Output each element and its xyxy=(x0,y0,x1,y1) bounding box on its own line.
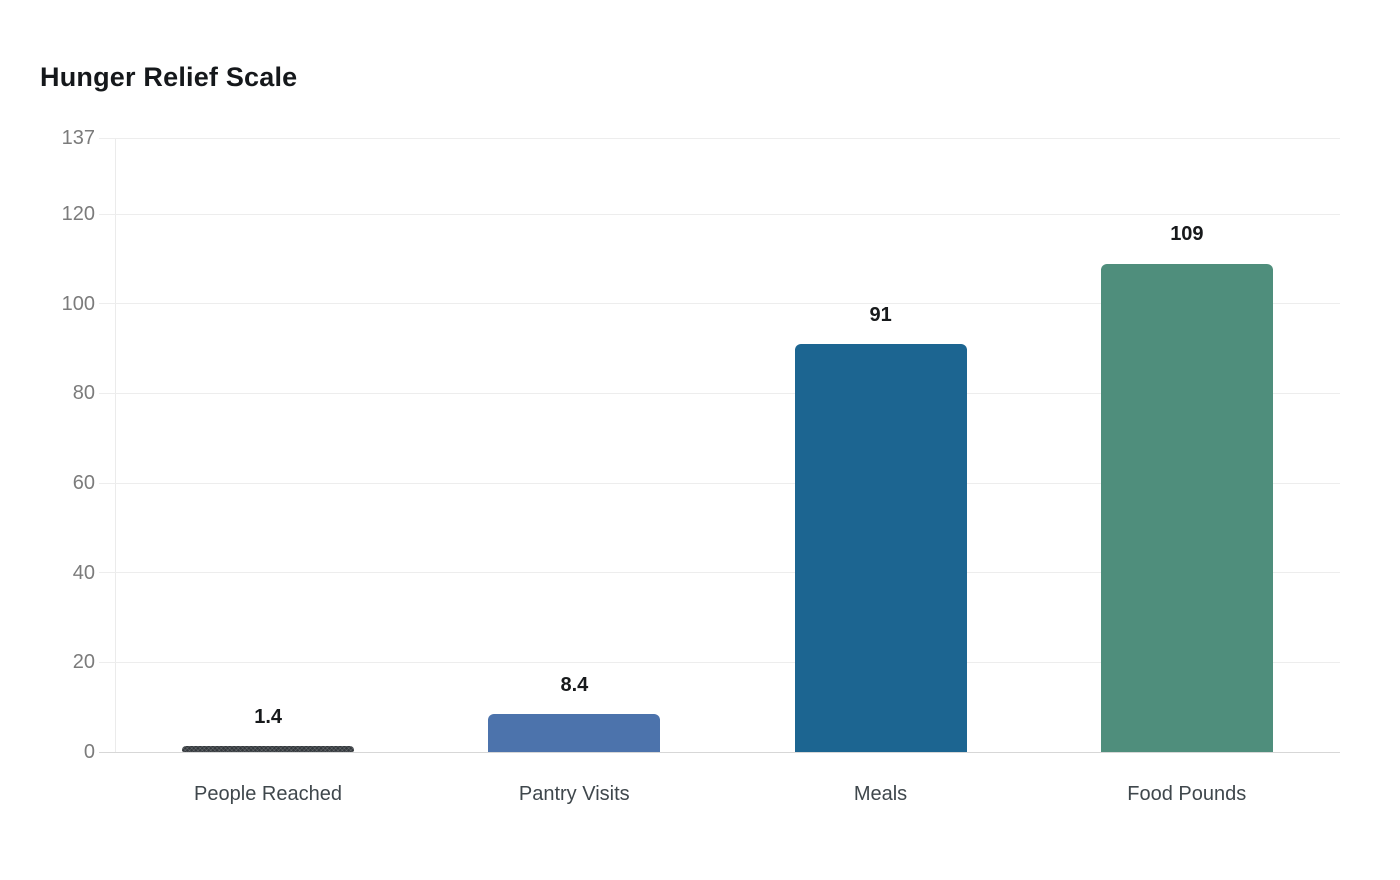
y-axis-tick-label: 60 xyxy=(72,472,95,495)
chart-title: Hunger Relief Scale xyxy=(40,62,298,92)
y-axis-tick-label: 120 xyxy=(61,203,95,226)
bar-value-label: 1.4 xyxy=(254,705,283,728)
y-axis-line xyxy=(115,138,116,752)
gridline xyxy=(99,392,1340,394)
bar xyxy=(182,745,355,752)
y-axis-tick-label: 100 xyxy=(61,292,95,315)
bar xyxy=(1100,263,1273,752)
bar xyxy=(794,344,967,752)
y-axis-tick-label: 80 xyxy=(72,382,95,405)
x-axis-category-label: Food Pounds xyxy=(1127,783,1247,805)
y-axis-tick-label: 137 xyxy=(61,127,95,149)
x-axis-category-label: People Reached xyxy=(194,783,342,805)
y-axis-tick-label: 20 xyxy=(72,651,95,674)
plot-area xyxy=(99,137,1340,753)
gridline xyxy=(99,482,1340,484)
gridline xyxy=(99,661,1340,663)
gridline xyxy=(99,137,1340,139)
x-axis-category-label: Meals xyxy=(853,783,908,805)
bar-value-label: 8.4 xyxy=(560,674,589,697)
y-axis-tick-label: 40 xyxy=(72,561,95,584)
y-axis-tick-label: 0 xyxy=(83,741,95,763)
bar xyxy=(488,714,661,752)
x-axis-category-label: Pantry Visits xyxy=(518,783,630,805)
bar-value-label: 91 xyxy=(869,304,892,327)
gridline xyxy=(99,213,1340,215)
x-axis-baseline xyxy=(99,751,1340,753)
gridline xyxy=(99,572,1340,574)
gridline xyxy=(99,303,1340,305)
bar-value-label: 109 xyxy=(1170,223,1204,246)
